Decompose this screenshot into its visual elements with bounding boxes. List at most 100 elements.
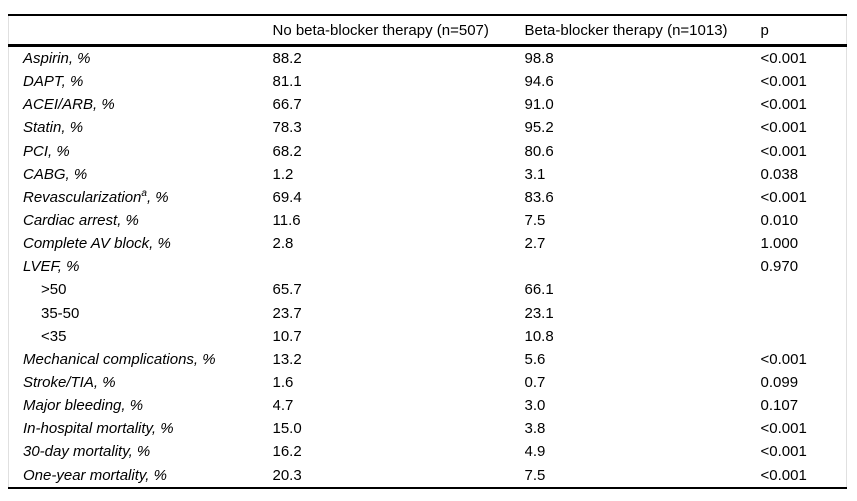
row-sublabel: >50	[41, 281, 67, 299]
row-label: DAPT, %	[23, 73, 84, 91]
beta-blocker-comparison-table: No beta-blocker therapy (n=507) Beta-blo…	[8, 14, 847, 489]
table-row: PCI, % 68.2 80.6 <0.001	[9, 140, 847, 163]
p-value: 0.038	[760, 165, 799, 183]
beta-blocker-value	[525, 255, 761, 278]
beta-blocker-value: 80.6	[524, 142, 554, 160]
row-label: Cardiac arrest, %	[23, 212, 139, 230]
table-row: LVEF, % 0.970	[9, 255, 847, 278]
comparison-table-container: No beta-blocker therapy (n=507) Beta-blo…	[8, 14, 847, 489]
table-row: Statin, % 78.3 95.2 <0.001	[9, 116, 847, 139]
no-beta-blocker-value: 15.0	[272, 420, 302, 438]
row-label: CABG, %	[23, 165, 88, 183]
p-value: <0.001	[760, 466, 807, 484]
beta-blocker-value: 4.9	[524, 443, 546, 461]
row-label: ACEI/ARB, %	[23, 96, 115, 114]
no-beta-blocker-value: 88.2	[272, 50, 302, 68]
no-beta-blocker-value: 1.2	[272, 165, 294, 183]
beta-blocker-value: 10.8	[524, 327, 554, 345]
row-label: LVEF, %	[23, 258, 80, 276]
row-label: PCI, %	[23, 142, 70, 160]
beta-blocker-value: 98.8	[524, 50, 554, 68]
table-row: ACEI/ARB, % 66.7 91.0 <0.001	[9, 93, 847, 116]
beta-blocker-value: 94.6	[524, 73, 554, 91]
p-value	[761, 278, 847, 301]
no-beta-blocker-value: 13.2	[272, 350, 302, 368]
row-label: In-hospital mortality, %	[23, 420, 174, 438]
table-body: Aspirin, % 88.2 98.8 <0.001 DAPT, % 81.1 94.6 <…	[9, 46, 847, 488]
p-value: <0.001	[760, 420, 807, 438]
beta-blocker-value: 5.6	[524, 350, 546, 368]
table-row: Aspirin, % 88.2 98.8 <0.001	[9, 46, 847, 71]
beta-blocker-value: 83.6	[524, 188, 554, 206]
beta-blocker-value: 66.1	[524, 281, 554, 299]
beta-blocker-value: 2.7	[524, 235, 546, 253]
beta-blocker-value: 23.1	[524, 304, 554, 322]
col-header-p: p	[760, 15, 847, 47]
no-beta-blocker-value: 4.7	[272, 397, 294, 415]
p-value: <0.001	[760, 350, 807, 368]
table-row: Cardiac arrest, % 11.6 7.5 0.010	[9, 209, 847, 232]
row-label: 30-day mortality, %	[23, 443, 151, 461]
table-header: No beta-blocker therapy (n=507) Beta-blo…	[8, 15, 847, 47]
row-label: One-year mortality, %	[23, 466, 167, 484]
no-beta-blocker-value: 66.7	[272, 96, 302, 114]
row-label: Aspirin, %	[23, 50, 91, 68]
p-value: <0.001	[760, 443, 807, 461]
beta-blocker-value: 3.8	[524, 420, 546, 438]
table-row: Stroke/TIA, % 1.6 0.7 0.099	[9, 371, 847, 394]
table-row: Major bleeding, % 4.7 3.0 0.107	[9, 394, 847, 417]
no-beta-blocker-value: 68.2	[272, 142, 302, 160]
p-value: <0.001	[760, 73, 807, 91]
no-beta-blocker-value: 69.4	[272, 188, 302, 206]
no-beta-blocker-value: 78.3	[272, 119, 302, 137]
no-beta-blocker-value	[273, 255, 525, 278]
no-beta-blocker-value: 23.7	[272, 304, 302, 322]
row-label: Revascularizationa, %	[23, 187, 169, 206]
no-beta-blocker-value: 20.3	[272, 466, 302, 484]
p-value: <0.001	[760, 142, 807, 160]
table-row: Revascularizationa, % 69.4 83.6 <0.001	[9, 186, 847, 209]
beta-blocker-value: 0.7	[524, 374, 546, 392]
row-label: Complete AV block, %	[23, 235, 171, 253]
p-value: 1.000	[760, 235, 799, 253]
no-beta-blocker-value: 81.1	[272, 73, 302, 91]
p-value: <0.001	[760, 188, 807, 206]
table-row: 35-50 23.7 23.1	[9, 302, 847, 325]
beta-blocker-value: 3.1	[524, 165, 546, 183]
table-row: DAPT, % 81.1 94.6 <0.001	[9, 70, 847, 93]
beta-blocker-value: 7.5	[524, 466, 546, 484]
table-row: In-hospital mortality, % 15.0 3.8 <0.001	[9, 417, 847, 440]
no-beta-blocker-value: 1.6	[272, 374, 294, 392]
row-sublabel: 35-50	[41, 304, 80, 322]
no-beta-blocker-value: 11.6	[272, 212, 301, 230]
table-row: >50 65.7 66.1	[9, 278, 847, 301]
p-value: <0.001	[760, 119, 807, 137]
no-beta-blocker-value: 16.2	[272, 443, 302, 461]
p-value	[761, 325, 847, 348]
beta-blocker-value: 95.2	[524, 119, 554, 137]
footnote-marker: a	[141, 187, 147, 199]
table-row: Complete AV block, % 2.8 2.7 1.000	[9, 232, 847, 255]
p-value: 0.099	[760, 374, 799, 392]
p-value: <0.001	[760, 50, 807, 68]
header-row: No beta-blocker therapy (n=507) Beta-blo…	[8, 15, 847, 47]
table-row: CABG, % 1.2 3.1 0.038	[9, 163, 847, 186]
row-sublabel: <35	[41, 327, 67, 345]
table-row: 30-day mortality, % 16.2 4.9 <0.001	[9, 440, 847, 463]
table-row: Mechanical complications, % 13.2 5.6 <0.001	[9, 348, 847, 371]
p-value: 0.107	[760, 397, 799, 415]
col-header-no-beta-blocker: No beta-blocker therapy (n=507)	[272, 15, 525, 47]
col-header-beta-blocker: Beta-blocker therapy (n=1013)	[524, 15, 761, 47]
p-value: 0.010	[760, 212, 799, 230]
beta-blocker-value: 7.5	[524, 212, 546, 230]
col-header-variable	[8, 15, 273, 47]
no-beta-blocker-value: 65.7	[272, 281, 302, 299]
beta-blocker-value: 91.0	[524, 96, 554, 114]
row-label: Statin, %	[23, 119, 84, 137]
row-label: Mechanical complications, %	[23, 350, 216, 368]
row-label: Stroke/TIA, %	[23, 374, 116, 392]
p-value: <0.001	[760, 96, 807, 114]
p-value: 0.970	[760, 258, 799, 276]
p-value	[761, 302, 847, 325]
